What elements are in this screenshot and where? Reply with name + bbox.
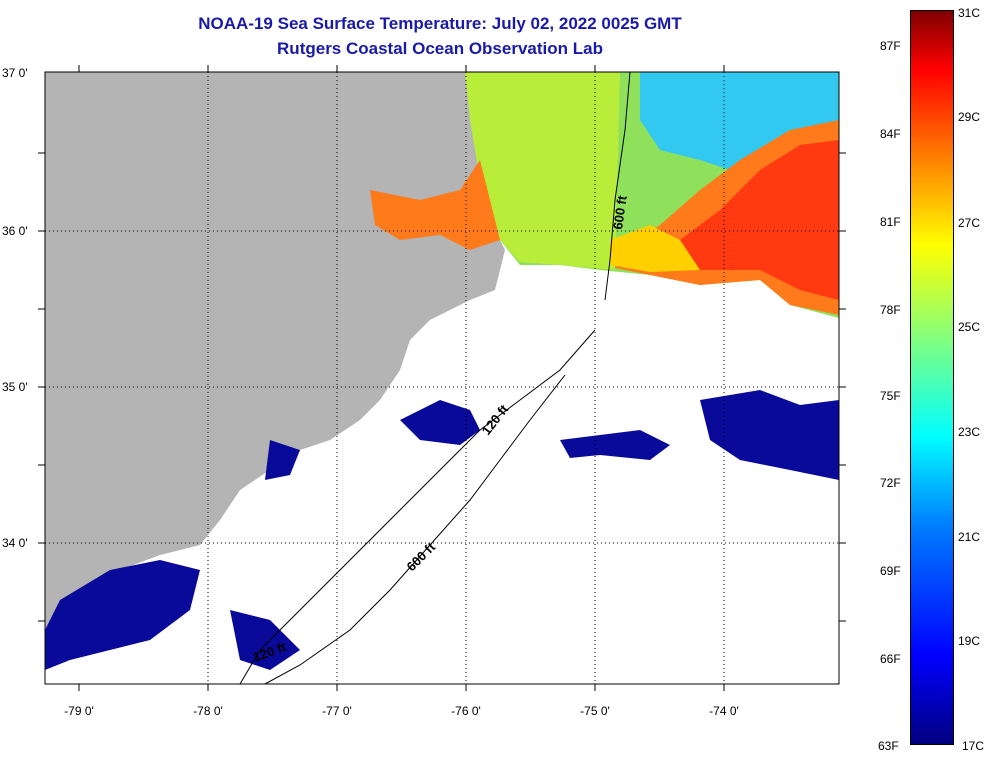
colorbar-c-23: 23C <box>958 425 981 439</box>
sound-warm <box>370 160 500 250</box>
sst-colorbar <box>910 10 954 745</box>
sst-green-band <box>465 72 620 270</box>
contour-label-600-north: 600 ft <box>610 194 630 230</box>
map-frame <box>44 71 840 685</box>
colorbar-f-63: 63F <box>878 739 899 753</box>
colorbar-c-25: 25C <box>958 320 981 334</box>
grid-lines <box>45 72 839 684</box>
lat-label-35: 35 0' <box>2 380 28 394</box>
colorbar-f-72: 72F <box>880 476 901 490</box>
lon-label-78: -78 0' <box>193 704 223 718</box>
lon-label-77: -77 0' <box>322 704 352 718</box>
lon-label-74: -74 0' <box>709 704 739 718</box>
map-subtitle: Rutgers Coastal Ocean Observation Lab <box>277 39 603 58</box>
contour-600ft-north <box>604 72 631 301</box>
lon-label-76: -76 0' <box>451 704 481 718</box>
colorbar-f-69: 69F <box>880 564 901 578</box>
cold-patches <box>45 390 839 670</box>
colorbar-f-66: 66F <box>880 652 901 666</box>
lon-label-75: -75 0' <box>580 704 610 718</box>
lat-label-36: 36 0' <box>2 224 28 238</box>
sst-red-core <box>680 140 839 300</box>
lon-label-79: -79 0' <box>64 704 94 718</box>
colorbar-f-87: 87F <box>880 39 901 53</box>
colorbar-f-75: 75F <box>880 389 901 403</box>
colorbar-c-21: 21C <box>958 530 981 544</box>
contour-120ft <box>239 329 596 684</box>
contour-600ft-south <box>264 374 566 684</box>
map-title: NOAA-19 Sea Surface Temperature: July 02… <box>198 14 682 33</box>
colorbar-f-84: 84F <box>880 127 901 141</box>
colorbar-c-19: 19C <box>958 634 981 648</box>
axis-ticks <box>38 65 846 691</box>
colorbar-c-27: 27C <box>958 216 981 230</box>
sst-yellow-band <box>610 225 700 272</box>
lat-label-37: 37 0' <box>2 66 28 80</box>
colorbar-c-17: 17C <box>962 739 985 753</box>
lat-label-34: 34 0' <box>2 536 28 550</box>
colorbar-f-78: 78F <box>880 303 901 317</box>
colorbar-c-31: 31C <box>958 6 981 20</box>
colorbar-f-81: 81F <box>880 215 901 229</box>
colorbar-c-29: 29C <box>958 110 981 124</box>
